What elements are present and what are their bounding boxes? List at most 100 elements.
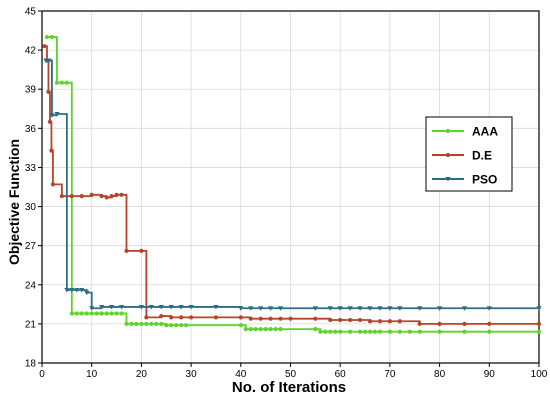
y-tick-label: 45 [25,7,37,18]
data-point [258,306,264,311]
data-point [337,306,343,311]
data-point [338,329,343,334]
y-tick-label: 33 [25,163,37,174]
data-point [144,315,149,320]
data-point [54,80,60,85]
data-point [108,304,115,310]
data-point [372,329,378,334]
data-point [238,315,243,320]
data-point [268,316,273,321]
data-point [74,311,79,316]
data-point [377,306,383,311]
data-point [213,304,219,310]
x-tick-label: 10 [86,369,98,380]
x-tick-label: 60 [335,369,347,380]
series-line [45,59,539,310]
data-point [109,311,114,316]
data-point [54,111,60,117]
series-aaa [44,34,542,334]
data-point [109,194,114,199]
data-point [263,327,268,332]
data-point [462,329,467,334]
data-point [318,329,323,334]
data-point [238,306,244,311]
data-point [174,323,179,328]
data-point [417,321,422,326]
data-point [124,321,129,326]
x-tick-label: 90 [484,369,496,380]
data-point [486,306,492,311]
data-point [367,306,373,311]
legend-marker [445,128,451,134]
data-point [188,304,194,310]
data-point [154,321,159,326]
data-point [148,304,154,310]
data-point [268,306,274,311]
data-point [124,248,129,253]
axes [38,10,540,367]
data-point [178,304,184,310]
data-point [104,311,109,316]
data-point [397,329,402,334]
x-axis-title: No. of Iterations [232,379,346,396]
data-point [159,313,164,319]
data-point [47,119,53,124]
data-point [313,316,318,321]
series-lines [42,34,542,334]
data-point [323,329,328,334]
data-point [50,182,56,187]
data-point [268,327,273,332]
data-point [49,148,54,153]
y-tick-label: 39 [25,85,37,96]
data-point [159,321,164,326]
data-point [417,306,423,311]
data-point [377,329,383,334]
x-tick-label: 0 [39,369,45,380]
data-point [119,192,124,197]
data-point [184,323,189,328]
y-tick-label: 30 [25,202,37,213]
data-point [407,329,412,334]
data-point [348,329,353,334]
data-point [69,194,74,199]
data-point [64,287,70,293]
y-tick-label: 27 [25,241,37,252]
legend-label: AAA [472,125,498,139]
x-tick-label: 30 [186,369,198,380]
data-point [278,316,283,321]
data-point [288,316,293,321]
y-tick-label: 24 [25,280,37,291]
data-point [273,327,278,332]
data-point [64,80,69,85]
data-point [487,321,492,326]
data-point [461,306,468,311]
data-point [536,306,542,311]
x-tick-label: 40 [235,369,247,380]
tick-labels: 0 10 20 30 40 50 60 70 80 90 100 18 21 24 27 30 33 36 39 42… [25,7,548,381]
data-point [437,321,442,326]
data-point [169,315,174,320]
data-point [84,311,89,316]
data-point [397,306,403,311]
y-tick-label: 21 [25,319,37,330]
data-point [69,287,75,293]
legend-label: PSO [472,173,497,187]
data-point [99,311,104,316]
data-point [46,89,51,94]
data-point [367,319,373,324]
data-point [462,321,467,326]
data-point [139,321,144,326]
data-point [328,329,333,334]
y-tick-label: 18 [25,359,37,370]
data-point [134,321,139,326]
data-point [377,319,383,324]
data-point [149,321,154,326]
data-point [357,306,363,311]
data-point [327,306,333,311]
data-point [138,304,144,310]
data-point [348,317,353,323]
data-point [84,290,90,296]
data-point [248,306,254,311]
data-point [59,80,64,85]
legend: AAA D.E PSO [425,116,513,192]
